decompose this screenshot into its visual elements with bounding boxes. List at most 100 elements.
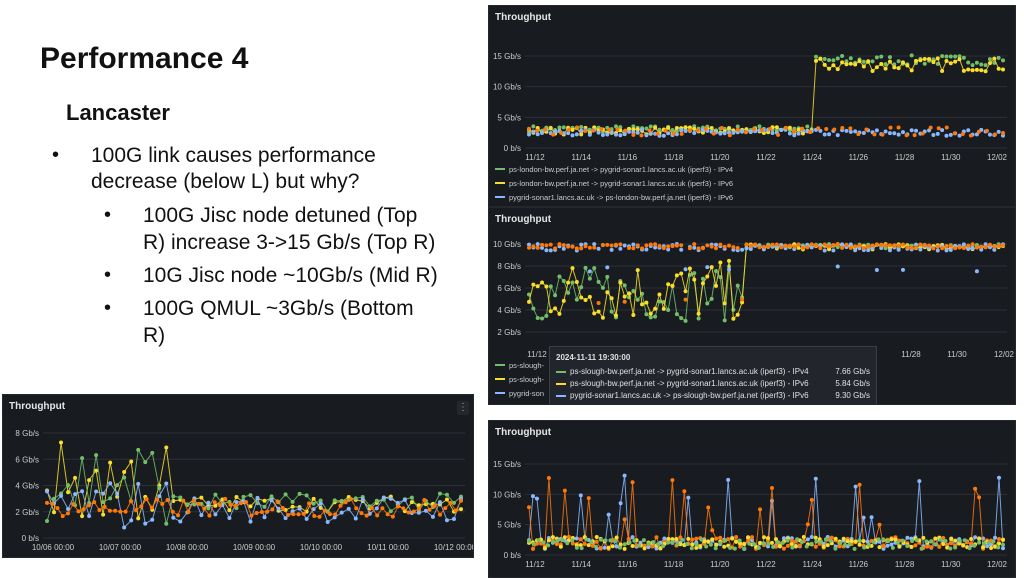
- data-point: [632, 538, 637, 543]
- data-point: [327, 512, 332, 517]
- data-point: [871, 539, 876, 544]
- data-point: [861, 64, 866, 69]
- data-point: [592, 311, 597, 316]
- data-point: [944, 244, 949, 249]
- data-point: [722, 318, 727, 323]
- data-point: [992, 132, 997, 137]
- data-point: [666, 307, 671, 312]
- data-point: [374, 506, 379, 511]
- data-point: [989, 545, 994, 550]
- data-point: [977, 495, 982, 500]
- data-point: [973, 535, 978, 540]
- data-point: [996, 55, 1001, 60]
- data-point: [692, 277, 697, 282]
- data-point: [286, 512, 291, 517]
- data-point: [814, 243, 819, 248]
- data-point: [430, 514, 435, 519]
- legend-item: ps-london-bw.perf.ja.net -> pygrid-sonar…: [509, 179, 733, 188]
- data-point: [940, 128, 945, 133]
- data-point: [596, 130, 601, 135]
- data-point: [238, 501, 243, 506]
- data-point: [718, 260, 723, 265]
- lancaster-heading: Lancaster: [66, 100, 170, 125]
- data-point: [417, 506, 422, 511]
- data-point: [877, 545, 882, 550]
- data-point: [761, 244, 766, 249]
- data-point: [558, 544, 563, 549]
- data-point: [390, 514, 395, 519]
- data-point: [596, 279, 601, 284]
- throughput-panel-top[interactable]: Throughput 15 Gb/s 10 Gb/s 5 Gb/s 0 b/s 11/1…: [488, 5, 1016, 207]
- data-point: [835, 264, 840, 269]
- data-point: [737, 538, 742, 543]
- throughput-chart-top[interactable]: 15 Gb/s 10 Gb/s 5 Gb/s 0 b/s 11/12 11/14 11/16…: [489, 6, 1015, 206]
- data-point: [531, 541, 536, 546]
- data-point: [609, 296, 614, 301]
- data-point: [301, 511, 306, 516]
- data-point: [993, 535, 998, 540]
- data-point: [71, 502, 76, 507]
- data-point: [705, 301, 710, 306]
- data-point: [102, 504, 107, 509]
- throughput-panel-bottom[interactable]: Throughput 15 Gb/s 10 Gb/s 5 Gb/s 0 b/s 11/1…: [488, 420, 1016, 578]
- data-point: [819, 539, 824, 544]
- data-point: [566, 131, 571, 136]
- panel-title: Throughput: [495, 214, 552, 225]
- data-point: [833, 536, 838, 541]
- data-point: [944, 59, 949, 64]
- data-point: [885, 543, 890, 548]
- tooltip-swatch: [556, 394, 566, 397]
- y-tick-label: 4 Gb/s: [15, 482, 39, 491]
- data-point: [970, 242, 975, 247]
- data-point: [607, 127, 612, 132]
- data-point: [822, 248, 827, 253]
- data-point: [953, 538, 958, 543]
- throughput-panel-left[interactable]: Throughput ⋮ 8 Gb/s 6 Gb/s 4 Gb/s 2 Gb/s 0 b…: [2, 394, 474, 558]
- data-point: [255, 495, 260, 500]
- data-point: [848, 129, 853, 134]
- data-point: [385, 512, 390, 517]
- data-point: [546, 543, 551, 548]
- data-point: [705, 274, 710, 279]
- data-point: [213, 503, 218, 508]
- data-point: [690, 542, 695, 547]
- data-point: [574, 280, 579, 285]
- data-point: [567, 127, 572, 132]
- throughput-chart-left[interactable]: 8 Gb/s 6 Gb/s 4 Gb/s 2 Gb/s 0 b/s10/06 00:00…: [3, 395, 473, 557]
- data-point: [587, 245, 592, 250]
- data-point: [579, 295, 584, 300]
- data-point: [603, 538, 608, 543]
- data-point: [987, 57, 992, 62]
- data-point: [866, 244, 871, 249]
- data-point: [631, 127, 636, 132]
- data-point: [122, 525, 127, 530]
- data-point: [605, 265, 610, 270]
- data-point: [164, 445, 169, 450]
- data-point: [718, 540, 723, 545]
- data-point: [800, 245, 805, 250]
- data-point: [562, 535, 567, 540]
- data-point: [560, 538, 565, 543]
- data-point: [388, 509, 393, 514]
- data-point: [437, 491, 442, 496]
- data-point: [940, 54, 945, 59]
- data-point: [544, 313, 549, 318]
- data-point: [535, 128, 540, 133]
- y-tick-label: 4 Gb/s: [497, 306, 521, 315]
- data-point: [966, 128, 971, 133]
- data-point: [178, 495, 183, 500]
- data-point: [311, 501, 316, 506]
- data-point: [657, 243, 662, 248]
- data-point: [966, 67, 971, 72]
- data-point: [642, 543, 647, 548]
- throughput-panel-mid[interactable]: Throughput 10 Gb/s 8 Gb/s 6 Gb/s 4 Gb/s 2 Gb…: [488, 207, 1016, 405]
- data-point: [339, 510, 344, 515]
- throughput-chart-mid[interactable]: 10 Gb/s 8 Gb/s 6 Gb/s 4 Gb/s 2 Gb/s 11/12 11/2…: [489, 208, 1015, 404]
- throughput-chart-bottom[interactable]: 15 Gb/s 10 Gb/s 5 Gb/s 0 b/s 11/12 11/14 11/16…: [489, 421, 1015, 577]
- data-point: [837, 544, 842, 549]
- panel-menu-icon[interactable]: ⋮: [457, 401, 469, 415]
- data-point: [696, 246, 701, 251]
- data-point: [948, 546, 953, 551]
- data-point: [879, 62, 884, 67]
- data-point: [583, 244, 588, 249]
